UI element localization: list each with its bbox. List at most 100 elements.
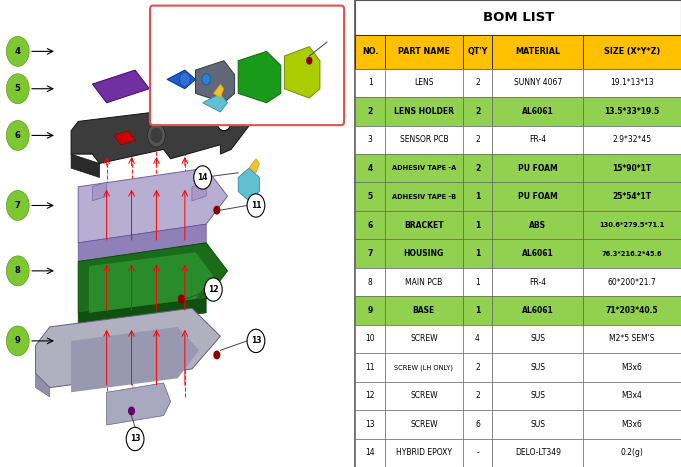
Text: 11: 11 — [251, 201, 262, 210]
Polygon shape — [238, 51, 281, 103]
Text: PU FOAM: PU FOAM — [518, 164, 558, 173]
Bar — [463, 35, 492, 69]
Polygon shape — [203, 93, 227, 112]
Text: 6: 6 — [475, 420, 480, 429]
Polygon shape — [107, 383, 171, 425]
Circle shape — [6, 36, 29, 66]
Text: -: - — [476, 448, 479, 457]
Text: M3x6: M3x6 — [622, 420, 643, 429]
Text: 5: 5 — [368, 192, 373, 201]
Text: SENSOR PCB: SENSOR PCB — [400, 135, 448, 144]
Bar — [385, 382, 463, 410]
Text: SCREW (LH ONLY): SCREW (LH ONLY) — [394, 364, 454, 371]
Circle shape — [6, 256, 29, 286]
Bar — [584, 154, 681, 183]
Bar — [584, 325, 681, 353]
Bar — [584, 69, 681, 97]
Circle shape — [151, 128, 162, 142]
Text: 2: 2 — [475, 107, 480, 116]
Bar — [584, 296, 681, 325]
Bar — [355, 126, 385, 154]
Text: 10: 10 — [365, 334, 375, 343]
Bar — [463, 126, 492, 154]
Text: SUS: SUS — [530, 334, 545, 343]
Text: AL6061: AL6061 — [522, 306, 554, 315]
Bar — [355, 240, 385, 268]
Bar — [385, 126, 463, 154]
Polygon shape — [114, 131, 135, 145]
Bar — [492, 69, 584, 97]
Bar — [355, 183, 385, 211]
Bar — [355, 69, 385, 97]
Bar — [385, 240, 463, 268]
Text: 9: 9 — [368, 306, 373, 315]
Polygon shape — [71, 327, 199, 392]
Text: 1: 1 — [475, 306, 480, 315]
Text: ADHESIV TAPE -B: ADHESIV TAPE -B — [392, 194, 456, 200]
Bar — [492, 296, 584, 325]
Bar — [584, 35, 681, 69]
Text: 11: 11 — [366, 363, 375, 372]
Bar — [492, 97, 584, 126]
Bar — [463, 268, 492, 296]
Bar — [385, 211, 463, 240]
Text: SUS: SUS — [530, 420, 545, 429]
Text: NO.: NO. — [362, 47, 379, 57]
Circle shape — [247, 329, 265, 353]
Text: HOUSING: HOUSING — [404, 249, 444, 258]
Text: 13: 13 — [365, 420, 375, 429]
Circle shape — [318, 30, 336, 54]
Text: 2: 2 — [193, 109, 197, 115]
Polygon shape — [157, 65, 256, 98]
Circle shape — [180, 72, 190, 86]
Text: MAIN PCB: MAIN PCB — [405, 277, 443, 287]
Text: 4: 4 — [15, 47, 20, 56]
Bar — [355, 97, 385, 126]
Bar — [584, 240, 681, 268]
Text: 71*203*40.5: 71*203*40.5 — [606, 306, 659, 315]
Text: M3x6: M3x6 — [622, 363, 643, 372]
Polygon shape — [78, 168, 227, 243]
Bar — [584, 126, 681, 154]
Bar — [463, 353, 492, 382]
Circle shape — [214, 351, 220, 359]
Text: BASE: BASE — [413, 306, 435, 315]
Bar — [355, 353, 385, 382]
Bar — [385, 183, 463, 211]
Bar — [584, 410, 681, 439]
Bar — [492, 410, 584, 439]
Polygon shape — [35, 374, 50, 397]
Polygon shape — [192, 182, 206, 201]
Bar — [492, 154, 584, 183]
Circle shape — [6, 74, 29, 104]
Bar — [355, 410, 385, 439]
Text: 6: 6 — [15, 131, 20, 140]
Polygon shape — [249, 159, 259, 173]
Text: PU FOAM: PU FOAM — [518, 192, 558, 201]
Polygon shape — [93, 70, 149, 103]
Text: 2: 2 — [475, 391, 480, 400]
Bar — [492, 35, 584, 69]
Text: 8: 8 — [368, 277, 373, 287]
Text: SCREW: SCREW — [410, 420, 438, 429]
Text: FR-4: FR-4 — [529, 277, 546, 287]
Text: 4: 4 — [368, 164, 373, 173]
Bar — [492, 240, 584, 268]
Bar — [584, 183, 681, 211]
FancyBboxPatch shape — [150, 6, 344, 125]
Text: 2: 2 — [368, 107, 373, 116]
Circle shape — [193, 166, 212, 189]
Polygon shape — [78, 299, 206, 327]
Polygon shape — [78, 243, 227, 313]
Bar — [584, 97, 681, 126]
Text: DELO-LT349: DELO-LT349 — [515, 448, 560, 457]
Bar — [463, 439, 492, 467]
Polygon shape — [89, 252, 213, 313]
Polygon shape — [71, 103, 249, 163]
Bar — [385, 69, 463, 97]
Circle shape — [129, 407, 134, 415]
Bar — [492, 439, 584, 467]
Circle shape — [148, 124, 165, 147]
Text: 60*200*21.7: 60*200*21.7 — [608, 277, 656, 287]
Bar — [463, 240, 492, 268]
